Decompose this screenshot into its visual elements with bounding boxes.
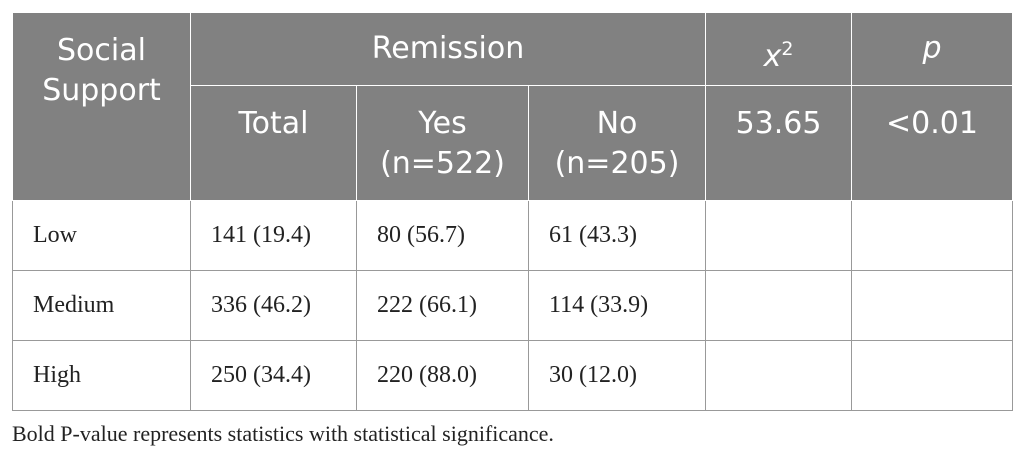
header-cell: 53.65	[705, 85, 853, 201]
body-cell: 80 (56.7)	[356, 200, 529, 271]
empty-cell	[851, 200, 1014, 271]
data-table: Social Support Remission x2 p Total Yes (…	[12, 12, 1014, 411]
body-cell: 250 (34.4)	[190, 340, 357, 411]
body-cell: 220 (88.0)	[356, 340, 529, 411]
empty-cell	[851, 340, 1014, 411]
header-cell: Social Support	[12, 12, 191, 201]
body-cell: 222 (66.1)	[356, 270, 529, 341]
header-cell: p	[851, 12, 1014, 86]
body-cell: 141 (19.4)	[190, 200, 357, 271]
body-cell: High	[12, 340, 191, 411]
header-row: Social Support Remission x2 p	[12, 12, 1014, 201]
header-text: Social Support	[42, 33, 161, 108]
header-text: (n=205)	[554, 146, 680, 181]
header-cell: No (n=205)	[527, 85, 707, 201]
empty-cell	[851, 270, 1014, 341]
header-text: x	[763, 39, 782, 74]
header-text: 2	[781, 38, 794, 60]
header-text: Remission	[371, 31, 525, 66]
header-cell: <0.01	[851, 85, 1014, 201]
header-text: p	[922, 31, 942, 66]
body-cell: 30 (12.0)	[527, 340, 707, 411]
footnote: Bold P-value represents statistics with …	[12, 421, 554, 446]
header-text: <0.01	[886, 106, 978, 141]
body-row: Medium 336 (46.2) 222 (66.1) 114 (33.9)	[12, 270, 1014, 341]
header-text: No	[596, 106, 638, 141]
body-row: High 250 (34.4) 220 (88.0) 30 (12.0)	[12, 340, 1014, 411]
empty-cell	[705, 200, 853, 271]
header-cell: x2	[705, 12, 853, 86]
header-text: Yes	[418, 106, 467, 141]
header-row: Total Yes (n=522) No (n=205) 53.65 <0.01	[13, 85, 1014, 201]
empty-cell	[705, 340, 853, 411]
header-text: Total	[238, 106, 309, 141]
table-body: Low 141 (19.4) 80 (56.7) 61 (43.3) Medium 336…	[12, 200, 1014, 411]
header-text: 53.65	[735, 106, 822, 141]
header-cell: Yes (n=522)	[356, 85, 529, 201]
header-cell: Total	[190, 85, 357, 201]
header-cell: Remission	[189, 12, 707, 86]
body-cell: Low	[12, 200, 191, 271]
body-cell: 114 (33.9)	[527, 270, 707, 341]
header-text: (n=522)	[380, 146, 505, 181]
body-cell: 61 (43.3)	[527, 200, 707, 271]
body-row: Low 141 (19.4) 80 (56.7) 61 (43.3)	[12, 200, 1014, 271]
body-cell: 336 (46.2)	[190, 270, 357, 341]
empty-cell	[705, 270, 853, 341]
body-cell: Medium	[12, 270, 191, 341]
